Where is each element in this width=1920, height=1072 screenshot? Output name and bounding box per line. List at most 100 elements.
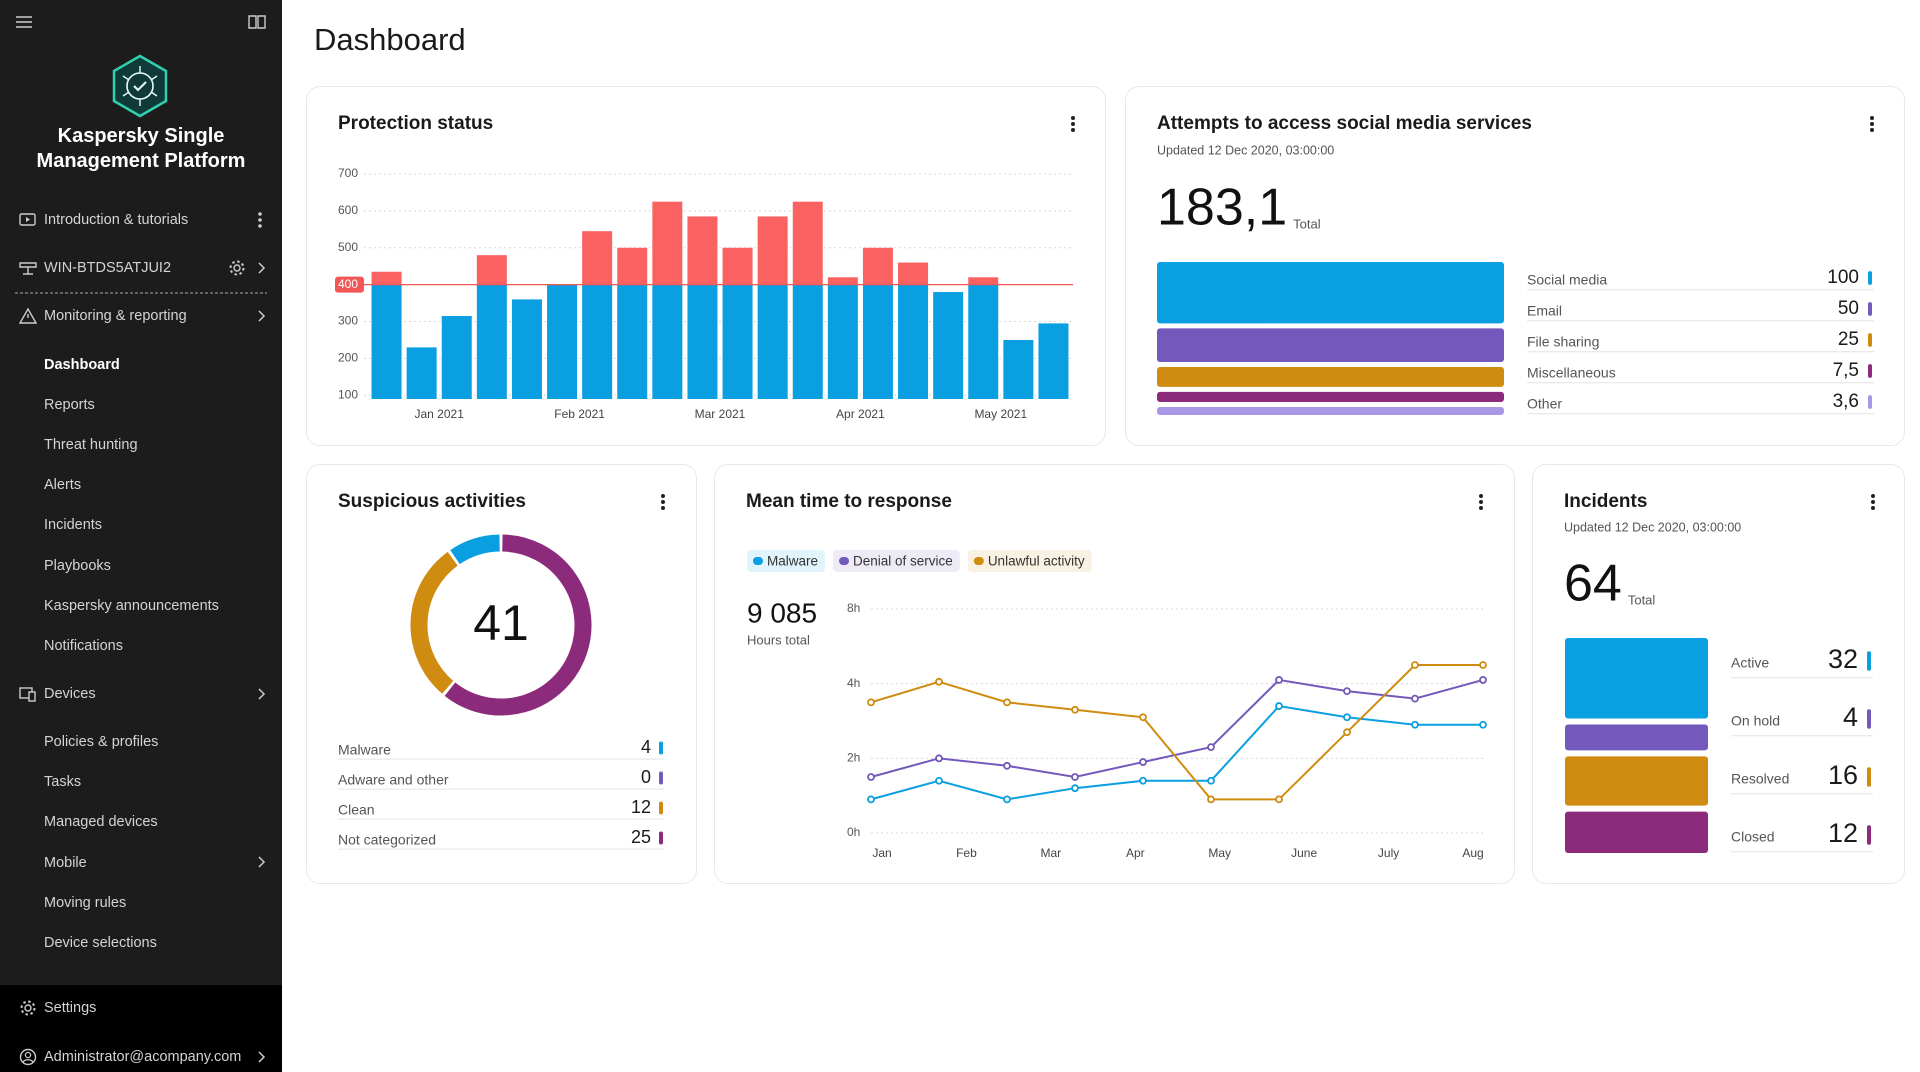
book-icon[interactable]	[248, 14, 266, 30]
nav-item[interactable]: Administrator@acompany.com	[44, 1049, 242, 1065]
nav-item[interactable]: Introduction & tutorials	[44, 212, 189, 228]
point	[1411, 720, 1419, 729]
nav-item[interactable]: Threat hunting	[44, 437, 138, 454]
nav-group[interactable]: Devices	[44, 686, 96, 702]
point	[1071, 705, 1079, 714]
chip-dot	[839, 557, 850, 565]
nav-item[interactable]: Managed devices	[44, 814, 158, 831]
response-chart: Mean time to response Malware Denial of s…	[746, 491, 1487, 860]
legend-label: Closed	[1731, 829, 1775, 845]
bar	[687, 216, 718, 285]
bar	[792, 201, 823, 285]
bar	[617, 247, 648, 285]
gear-icon[interactable]	[228, 259, 246, 277]
bar	[792, 284, 823, 399]
card-menu[interactable]	[1071, 116, 1075, 132]
nav-item[interactable]: Policies & profiles	[44, 734, 159, 750]
chevron[interactable]	[256, 856, 266, 868]
x-tick-label: Jan 2021	[415, 407, 465, 421]
x-tick-label: May	[1208, 846, 1231, 860]
legend-chip[interactable]: Denial of service	[833, 550, 960, 572]
nav-item[interactable]: Notifications	[44, 637, 123, 654]
brand-line: Kaspersky Single	[57, 125, 225, 147]
legend-swatch	[1868, 333, 1872, 347]
nav-item[interactable]: Incidents	[44, 517, 103, 534]
bar	[1003, 339, 1034, 399]
bar	[757, 216, 788, 285]
card-menu[interactable]	[1479, 494, 1483, 510]
legend-chip[interactable]: Malware	[747, 550, 826, 572]
point	[935, 754, 943, 763]
chevron[interactable]	[256, 1051, 266, 1063]
more-icon[interactable]	[256, 211, 264, 229]
chevron[interactable]	[256, 688, 266, 700]
bar	[968, 284, 999, 399]
bar	[827, 277, 858, 285]
brand-line: Management Platform	[36, 150, 246, 172]
nav-item[interactable]: Kaspersky announcements	[44, 597, 219, 614]
menu-icon[interactable]	[15, 14, 33, 30]
bar	[476, 255, 507, 285]
bar	[862, 284, 893, 399]
x-tick-label: Mar 2021	[695, 407, 746, 421]
chip-bg	[967, 550, 1092, 572]
legend-chip[interactable]: Unlawful activity	[967, 550, 1092, 572]
point	[1343, 713, 1351, 722]
chevron[interactable]	[256, 310, 266, 322]
chip-bg	[747, 550, 826, 572]
card-menu[interactable]	[661, 494, 665, 510]
nav-item[interactable]: Moving rules	[44, 894, 127, 911]
threshold-badge	[335, 276, 364, 293]
nav-item[interactable]: Tasks	[44, 774, 82, 791]
point	[1275, 795, 1283, 804]
x-tick-label: Mar	[1041, 846, 1062, 860]
bar	[371, 271, 402, 285]
legend-swatch	[1868, 395, 1872, 409]
nav-item[interactable]: WIN-BTDS5ATJUI2	[44, 260, 172, 276]
bar	[582, 284, 613, 399]
bar	[933, 292, 964, 399]
legend-value: 32	[1828, 644, 1858, 674]
x-tick-label: Feb 2021	[554, 407, 605, 421]
x-tick-label: Apr	[1126, 846, 1145, 860]
legend-value: 0	[641, 767, 651, 787]
total-caption: Total	[1628, 592, 1656, 607]
incidents-chart: Incidents Updated 12 Dec 2020, 03:00:00 …	[1564, 491, 1875, 853]
nav-item[interactable]: Reports	[44, 397, 95, 414]
settings-icon	[20, 1000, 36, 1016]
nav-item[interactable]: Device selections	[44, 935, 157, 951]
x-tick-label: May 2021	[974, 407, 1027, 421]
social-chart: Attempts to access social media services…	[1157, 113, 1874, 415]
legend-value: 12	[1828, 818, 1858, 848]
point	[935, 677, 943, 686]
point	[1071, 784, 1079, 793]
sidebar-footer	[0, 985, 282, 1072]
nav-item[interactable]: Playbooks	[44, 557, 111, 574]
point	[1003, 698, 1011, 707]
nav-item[interactable]: Alerts	[44, 477, 82, 494]
chevron[interactable]	[256, 262, 266, 274]
legend-value: 12	[631, 797, 651, 817]
legend-swatch	[659, 741, 663, 755]
line	[870, 704, 1483, 801]
bar-segment	[1565, 638, 1708, 719]
point	[1479, 676, 1487, 684]
x-tick-label: Aug	[1462, 846, 1483, 860]
server-icon	[19, 262, 37, 275]
nav-item[interactable]: Dashboard	[44, 357, 120, 373]
card: Attempts to access social media services…	[1125, 86, 1905, 446]
legend-value: 16	[1828, 760, 1858, 790]
bar	[757, 284, 788, 399]
card-menu[interactable]	[1871, 494, 1875, 510]
total-caption: Hours total	[747, 632, 810, 647]
bar-segment	[1565, 756, 1708, 806]
y-tick-label: 300	[338, 314, 358, 328]
card-menu[interactable]	[1870, 116, 1874, 132]
nav-item[interactable]: Settings	[44, 1000, 97, 1016]
x-tick-label: Jan	[872, 846, 891, 860]
nav-item[interactable]: Mobile	[44, 854, 87, 871]
y-tick-label: 4h	[847, 676, 860, 690]
point	[1071, 773, 1079, 781]
protection-chart: Protection status 100 200 300 400 500 600 700 J…	[335, 113, 1075, 421]
nav-group[interactable]: Monitoring & reporting	[44, 308, 187, 324]
